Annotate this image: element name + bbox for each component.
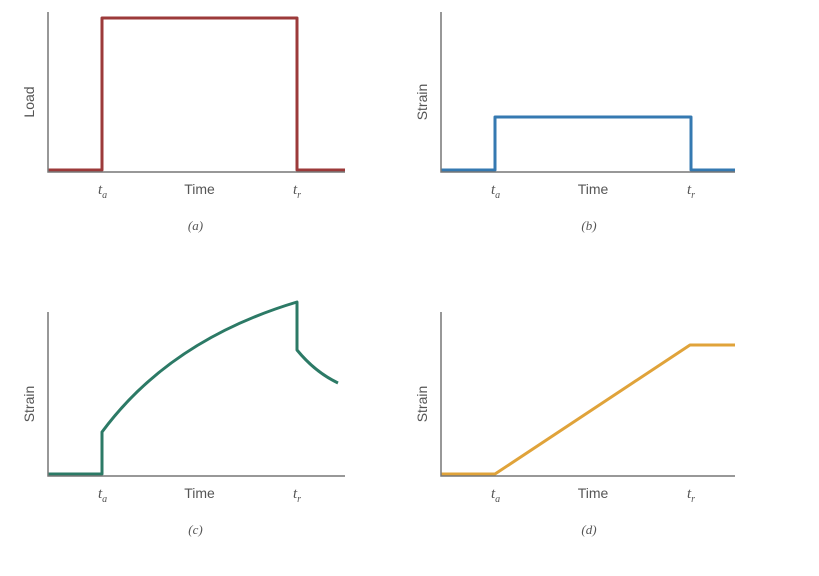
y-axis-label: Load xyxy=(21,86,37,117)
x-axis-label: Time xyxy=(578,485,609,501)
time-marker: ta xyxy=(491,486,500,505)
axes xyxy=(47,12,345,173)
marker-symbol: t xyxy=(293,486,298,502)
x-axis-label: Time xyxy=(184,181,215,197)
strain-curve-c xyxy=(48,300,339,476)
time-marker: tr xyxy=(687,486,695,505)
marker-subscript: r xyxy=(691,190,695,201)
caption: (d) xyxy=(581,522,596,537)
strain-curve-d xyxy=(441,343,735,476)
marker-subscript: r xyxy=(691,494,695,505)
time-marker: ta xyxy=(491,182,500,201)
marker-subscript: a xyxy=(102,494,107,505)
axes xyxy=(440,12,735,173)
caption: (b) xyxy=(581,218,596,233)
caption: (c) xyxy=(188,522,202,537)
x-axis-label: Time xyxy=(184,485,215,501)
load-curve xyxy=(48,16,345,172)
y-axis-label: Strain xyxy=(21,386,37,423)
marker-symbol: t xyxy=(687,486,692,502)
marker-symbol: t xyxy=(98,182,103,198)
marker-subscript: a xyxy=(495,494,500,505)
marker-subscript: a xyxy=(102,190,107,201)
time-marker: tr xyxy=(687,182,695,201)
y-axis-label: Strain xyxy=(414,386,430,423)
time-marker: tr xyxy=(293,182,301,201)
marker-symbol: t xyxy=(98,486,103,502)
x-axis-label: Time xyxy=(578,181,609,197)
caption: (a) xyxy=(188,218,203,233)
marker-subscript: a xyxy=(495,190,500,201)
marker-symbol: t xyxy=(687,182,692,198)
time-marker: ta xyxy=(98,486,107,505)
marker-symbol: t xyxy=(491,486,496,502)
marker-subscript: r xyxy=(297,190,301,201)
curves xyxy=(48,16,735,476)
axes xyxy=(440,312,735,477)
axes xyxy=(47,312,345,477)
strain-curve-b xyxy=(441,115,735,172)
marker-symbol: t xyxy=(293,182,298,198)
y-axis-label: Strain xyxy=(414,84,430,121)
time-marker: ta xyxy=(98,182,107,201)
marker-subscript: r xyxy=(297,494,301,505)
time-marker: tr xyxy=(293,486,301,505)
marker-symbol: t xyxy=(491,182,496,198)
